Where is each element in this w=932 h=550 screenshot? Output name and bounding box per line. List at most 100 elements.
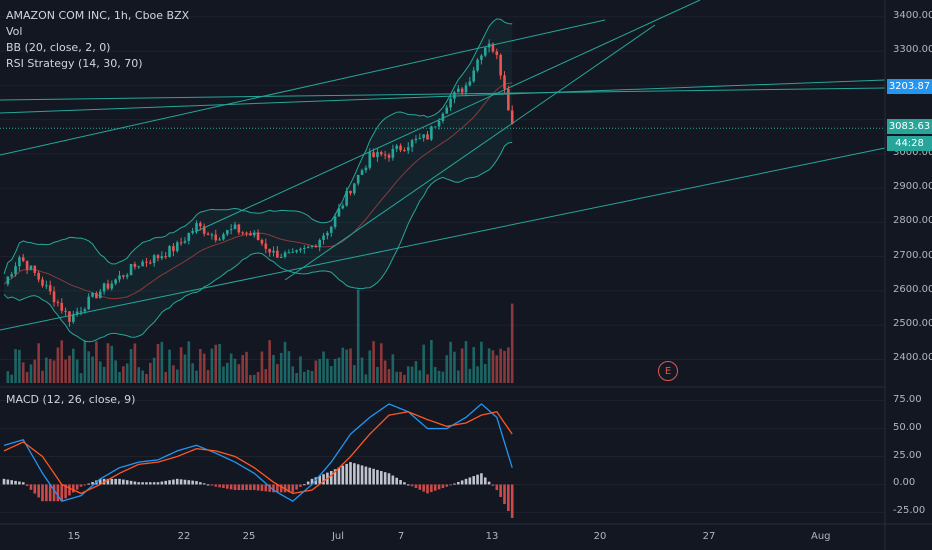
macd-histogram-bar <box>229 484 233 490</box>
macd-histogram-bar <box>6 479 10 485</box>
indicator-macd[interactable]: MACD (12, 26, close, 9) <box>6 393 136 406</box>
candle-body <box>91 292 94 297</box>
price-tick-label: 3400.00 <box>893 9 932 21</box>
price-tick-label: 2800.00 <box>893 215 932 227</box>
candle-body <box>322 235 325 240</box>
volume-bar <box>495 355 499 383</box>
candle-body <box>441 113 445 121</box>
volume-bar <box>383 360 387 383</box>
candle-body <box>141 261 144 267</box>
indicator-rsi-strategy[interactable]: RSI Strategy (14, 30, 70) <box>6 57 143 70</box>
volume-bar <box>226 362 229 383</box>
volume-bar <box>460 348 464 383</box>
volume-bar <box>287 351 291 383</box>
macd-histogram-bar <box>306 481 310 485</box>
volume-bar <box>406 366 410 383</box>
volume-bar <box>353 365 356 383</box>
candle-body <box>360 170 364 175</box>
trendline <box>284 24 656 281</box>
macd-histogram-bar <box>91 481 94 485</box>
macd-histogram-bar <box>52 484 56 502</box>
volume-bar <box>314 360 318 383</box>
macd-histogram-bar <box>468 477 472 485</box>
candle-body <box>222 234 225 240</box>
candle-body <box>183 240 187 243</box>
macd-histogram-bar <box>175 478 179 485</box>
candle-body <box>79 311 83 313</box>
candle-body <box>337 208 341 217</box>
candle-body <box>133 264 137 267</box>
candle-body <box>41 279 44 286</box>
volume-bar <box>29 364 33 383</box>
trendline <box>194 0 701 233</box>
bb-upper <box>3 18 513 275</box>
candle-body <box>345 190 348 206</box>
candle-body <box>507 88 510 111</box>
volume-bar <box>430 340 433 383</box>
macd-lines <box>3 403 513 503</box>
macd-histogram-bar <box>383 472 387 485</box>
volume-bar <box>279 352 283 383</box>
candle-body <box>199 223 202 227</box>
macd-histogram-bar <box>380 471 383 485</box>
trendlines[interactable] <box>0 0 886 331</box>
macd-histogram-bar <box>345 463 348 485</box>
candle-body <box>187 232 191 241</box>
volume-bar <box>168 349 171 383</box>
volume-bar <box>237 364 241 383</box>
macd-histogram-bar <box>291 484 295 493</box>
candle-body <box>430 126 433 140</box>
volume-bar <box>391 354 395 383</box>
time-tick-label: 7 <box>397 531 405 542</box>
candle-body <box>279 256 283 258</box>
trendline <box>0 87 886 101</box>
volume-bar <box>199 348 202 383</box>
candle-body <box>468 81 472 86</box>
macd-histogram-bar <box>83 484 87 486</box>
volume-bar <box>218 343 221 383</box>
candle-body <box>60 302 64 311</box>
candle-body <box>149 262 152 264</box>
macd-histogram-bar <box>79 484 83 487</box>
macd-histogram-bar <box>10 480 13 485</box>
macd-histogram-bar <box>483 477 487 485</box>
price-tick-label: 2400.00 <box>893 352 932 364</box>
candle-body <box>414 138 418 141</box>
candle-body <box>214 234 218 241</box>
volume-bar <box>333 358 337 383</box>
macd-histogram-bar <box>33 484 37 494</box>
candle-body <box>195 223 198 231</box>
volume-bar <box>102 366 106 383</box>
indicator-bb[interactable]: BB (20, close, 2, 0) <box>6 41 111 54</box>
candle-body <box>202 226 206 234</box>
macd-tick-label: -25.00 <box>893 505 926 517</box>
macd-histogram-bar <box>399 479 402 485</box>
symbol-title[interactable]: AMAZON COM INC, 1h, Cboe BZX <box>6 9 190 22</box>
macd-tick-label: 0.00 <box>893 477 916 489</box>
earnings-marker[interactable]: E <box>658 361 678 381</box>
indicator-vol[interactable]: Vol <box>6 25 23 38</box>
volume-bar <box>368 350 372 383</box>
candle-body <box>110 283 114 289</box>
macd-histogram-bar <box>368 467 372 485</box>
volume-bar <box>510 303 514 383</box>
candle-body <box>276 250 279 258</box>
macd-histogram-bar <box>98 478 102 485</box>
macd-histogram-bar <box>295 484 298 490</box>
macd-line <box>3 403 513 503</box>
macd-histogram-bar <box>268 484 271 492</box>
macd-histogram-bar <box>206 484 210 486</box>
candle-body <box>372 152 375 158</box>
volume-bar <box>472 347 475 383</box>
candle-body <box>256 232 260 241</box>
macd-histogram-bar <box>391 475 395 485</box>
macd-histogram-bar <box>14 480 17 485</box>
candle-body <box>395 145 398 149</box>
volume-bar <box>449 341 452 383</box>
macd-histogram-bar <box>299 484 302 487</box>
candle-body <box>445 107 449 114</box>
volume-bar <box>299 356 302 383</box>
candle-body <box>510 110 514 124</box>
macd-histogram-bar <box>460 480 464 485</box>
